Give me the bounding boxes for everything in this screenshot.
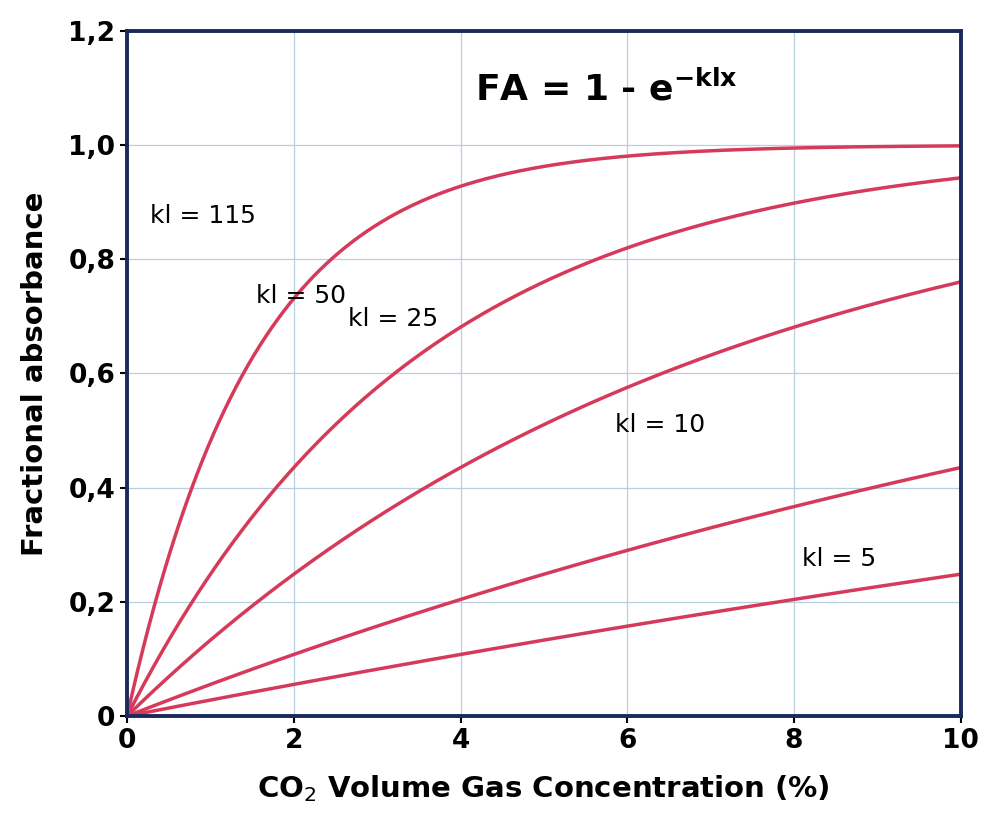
Text: FA = 1 - e$^{\mathbf{-klx}}$: FA = 1 - e$^{\mathbf{-klx}}$ bbox=[475, 70, 738, 107]
X-axis label: CO$_2$ Volume Gas Concentration (%): CO$_2$ Volume Gas Concentration (%) bbox=[257, 773, 830, 804]
Text: kl = 5: kl = 5 bbox=[802, 547, 876, 571]
Text: kl = 25: kl = 25 bbox=[348, 307, 438, 331]
Text: kl = 115: kl = 115 bbox=[150, 205, 255, 229]
Y-axis label: Fractional absorbance: Fractional absorbance bbox=[21, 191, 49, 556]
Text: kl = 50: kl = 50 bbox=[256, 285, 346, 309]
Text: kl = 10: kl = 10 bbox=[615, 412, 705, 437]
